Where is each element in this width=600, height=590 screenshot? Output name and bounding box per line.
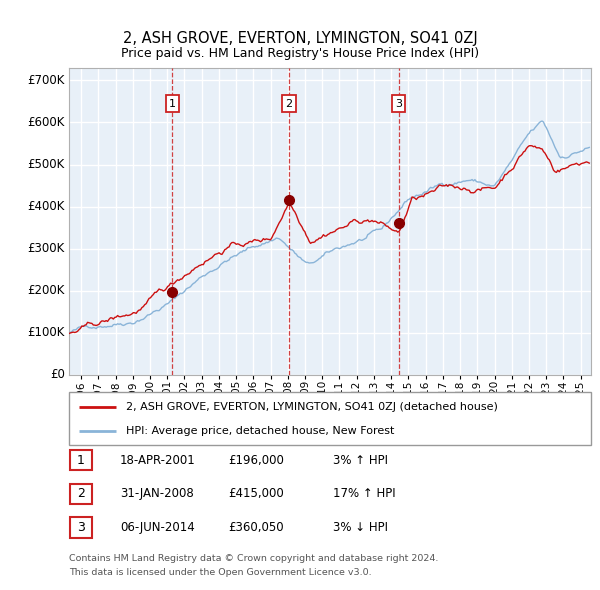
Text: 2: 2 (77, 487, 85, 500)
Text: 17% ↑ HPI: 17% ↑ HPI (333, 487, 395, 500)
Text: £300K: £300K (28, 242, 65, 255)
Text: 3% ↓ HPI: 3% ↓ HPI (333, 521, 388, 534)
Text: 3: 3 (395, 99, 402, 109)
Text: £500K: £500K (28, 158, 65, 171)
Text: 2, ASH GROVE, EVERTON, LYMINGTON, SO41 0ZJ (detached house): 2, ASH GROVE, EVERTON, LYMINGTON, SO41 0… (127, 402, 498, 412)
Text: 18-APR-2001: 18-APR-2001 (120, 454, 196, 467)
Text: 2, ASH GROVE, EVERTON, LYMINGTON, SO41 0ZJ: 2, ASH GROVE, EVERTON, LYMINGTON, SO41 0… (122, 31, 478, 46)
Text: Price paid vs. HM Land Registry's House Price Index (HPI): Price paid vs. HM Land Registry's House … (121, 47, 479, 60)
Text: £0: £0 (50, 368, 65, 381)
Text: 1: 1 (169, 99, 176, 109)
Text: Contains HM Land Registry data © Crown copyright and database right 2024.: Contains HM Land Registry data © Crown c… (69, 554, 439, 563)
Text: £415,000: £415,000 (228, 487, 284, 500)
Text: 3: 3 (77, 521, 85, 534)
Text: £200K: £200K (28, 284, 65, 297)
Text: £400K: £400K (28, 200, 65, 213)
Text: £700K: £700K (28, 74, 65, 87)
Text: 3% ↑ HPI: 3% ↑ HPI (333, 454, 388, 467)
Text: 2: 2 (286, 99, 293, 109)
Text: This data is licensed under the Open Government Licence v3.0.: This data is licensed under the Open Gov… (69, 568, 371, 577)
Text: £600K: £600K (28, 116, 65, 129)
Text: HPI: Average price, detached house, New Forest: HPI: Average price, detached house, New … (127, 426, 395, 436)
Text: £196,000: £196,000 (228, 454, 284, 467)
Text: 1: 1 (77, 454, 85, 467)
Text: £100K: £100K (28, 326, 65, 339)
Text: £360,050: £360,050 (228, 521, 284, 534)
Text: 31-JAN-2008: 31-JAN-2008 (120, 487, 194, 500)
Text: 06-JUN-2014: 06-JUN-2014 (120, 521, 195, 534)
